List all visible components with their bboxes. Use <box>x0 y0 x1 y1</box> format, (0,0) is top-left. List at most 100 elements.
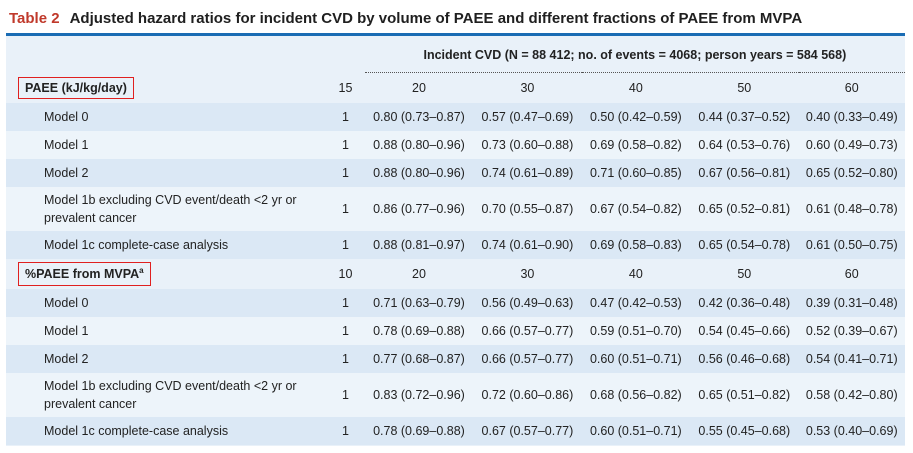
section-label: %PAEE from MVPAa <box>6 259 326 289</box>
table-row: Model 1c complete-case analysis 1 0.88 (0.… <box>6 231 905 259</box>
hazard-ratio-cell: 0.53 (0.40–0.69) <box>798 417 905 445</box>
hazard-ratio-cell: 0.58 (0.42–0.80) <box>798 373 905 417</box>
hazard-ratio-cell: 0.68 (0.56–0.82) <box>581 373 691 417</box>
table-caption: Table 2 Adjusted hazard ratios for incide… <box>9 6 904 32</box>
hazard-ratio-cell: 0.73 (0.60–0.88) <box>473 131 582 159</box>
hazard-ratio-table: Incident CVD (N = 88 412; no. of events … <box>6 38 905 445</box>
hazard-ratio-cell: 0.55 (0.45–0.68) <box>690 417 799 445</box>
hazard-ratio-cell: 0.86 (0.77–0.96) <box>364 187 474 231</box>
hazard-ratio-cell: 0.47 (0.42–0.53) <box>581 289 691 317</box>
reference-value: 1 <box>326 345 365 373</box>
level-header: 20 <box>412 267 426 281</box>
caption-rule <box>6 33 905 36</box>
hazard-ratio-cell: 0.65 (0.52–0.80) <box>798 159 905 187</box>
level-header: 30 <box>520 267 535 281</box>
section-header-row: %PAEE from MVPAa 10 20 30 40 50 60 <box>6 259 905 289</box>
hazard-ratio-cell: 0.65 (0.51–0.82) <box>690 373 799 417</box>
hazard-ratio-cell: 0.60 (0.51–0.71) <box>581 345 691 373</box>
section-label-text: PAEE (kJ/kg/day) <box>25 80 127 95</box>
reference-value: 1 <box>326 317 365 345</box>
hazard-ratio-cell: 0.40 (0.33–0.49) <box>798 103 905 131</box>
hazard-ratio-cell: 0.88 (0.80–0.96) <box>364 159 474 187</box>
hazard-ratio-cell: 0.57 (0.47–0.69) <box>473 103 582 131</box>
reference-level: 15 <box>338 80 353 95</box>
hazard-ratio-cell: 0.65 (0.54–0.78) <box>690 231 799 259</box>
hazard-ratio-cell: 0.44 (0.37–0.52) <box>690 103 799 131</box>
model-label: Model 0 <box>6 103 327 131</box>
level-header: 40 <box>628 81 643 95</box>
hazard-ratio-cell: 0.61 (0.50–0.75) <box>798 231 905 259</box>
hazard-ratio-cell: 0.61 (0.48–0.78) <box>798 187 905 231</box>
hazard-ratio-cell: 0.67 (0.54–0.82) <box>581 187 691 231</box>
level-header: 20 <box>412 81 426 95</box>
table-row: Model 1c complete-case analysis 1 0.78 (0.… <box>6 417 905 445</box>
hazard-ratio-cell: 0.74 (0.61–0.90) <box>473 231 582 259</box>
hazard-ratio-cell: 0.80 (0.73–0.87) <box>364 103 474 131</box>
level-header: 30 <box>520 81 535 95</box>
hazard-ratio-cell: 0.74 (0.61–0.89) <box>473 159 582 187</box>
hazard-ratio-cell: 0.71 (0.60–0.85) <box>581 159 691 187</box>
reference-value: 1 <box>326 289 365 317</box>
reference-value: 1 <box>326 103 365 131</box>
table-row: Model 0 1 0.71 (0.63–0.79) 0.56 (0.49–0.63)… <box>6 289 905 317</box>
reference-value: 1 <box>326 373 365 417</box>
section-label-text: %PAEE from MVPA <box>25 267 140 282</box>
model-label: Model 1b excluding CVD event/death <2 yr… <box>6 187 327 231</box>
hazard-ratio-cell: 0.59 (0.51–0.70) <box>581 317 691 345</box>
level-header: 40 <box>628 267 643 281</box>
section-header-row: PAEE (kJ/kg/day) 15 20 30 40 50 60 <box>6 73 905 104</box>
level-header: 50 <box>737 267 752 281</box>
hazard-ratio-cell: 0.78 (0.69–0.88) <box>364 317 474 345</box>
hazard-ratio-cell: 0.77 (0.68–0.87) <box>364 345 474 373</box>
hazard-ratio-cell: 0.83 (0.72–0.96) <box>364 373 474 417</box>
hazard-ratio-cell: 0.54 (0.41–0.71) <box>798 345 905 373</box>
hazard-ratio-cell: 0.67 (0.56–0.81) <box>690 159 799 187</box>
hazard-ratio-cell: 0.69 (0.58–0.82) <box>581 131 691 159</box>
hazard-ratio-cell: 0.64 (0.53–0.76) <box>690 131 799 159</box>
column-group-header: Incident CVD (N = 88 412; no. of events … <box>364 38 905 73</box>
hazard-ratio-cell: 0.42 (0.36–0.48) <box>690 289 799 317</box>
hazard-ratio-cell: 0.71 (0.63–0.79) <box>364 289 474 317</box>
model-label: Model 0 <box>6 289 327 317</box>
hazard-ratio-cell: 0.50 (0.42–0.59) <box>581 103 691 131</box>
table-row: Model 2 1 0.88 (0.80–0.96) 0.74 (0.61–0.89)… <box>6 159 905 187</box>
hazard-ratio-cell: 0.60 (0.51–0.71) <box>581 417 691 445</box>
model-label: Model 1 <box>6 131 327 159</box>
hazard-ratio-cell: 0.66 (0.57–0.77) <box>473 317 582 345</box>
hazard-ratio-cell: 0.88 (0.81–0.97) <box>364 231 474 259</box>
reference-value: 1 <box>326 131 365 159</box>
hazard-ratio-cell: 0.60 (0.49–0.73) <box>798 131 905 159</box>
hazard-ratio-cell: 0.39 (0.31–0.48) <box>798 289 905 317</box>
hazard-ratio-cell: 0.54 (0.45–0.66) <box>690 317 799 345</box>
reference-level: 10 <box>338 267 353 281</box>
model-label: Model 1b excluding CVD event/death <2 yr… <box>6 373 327 417</box>
hazard-ratio-cell: 0.78 (0.69–0.88) <box>364 417 474 445</box>
table-label: Table 2 <box>9 10 60 27</box>
table-title: Adjusted hazard ratios for incident CVD … <box>69 10 803 27</box>
table-row: Model 1b excluding CVD event/death <2 yr… <box>6 373 905 417</box>
hazard-ratio-cell: 0.69 (0.58–0.83) <box>581 231 691 259</box>
reference-value: 1 <box>326 417 365 445</box>
model-label: Model 1c complete-case analysis <box>6 417 327 445</box>
table-row: Model 0 1 0.80 (0.73–0.87) 0.57 (0.47–0.69)… <box>6 103 905 131</box>
model-label: Model 1c complete-case analysis <box>6 231 327 259</box>
reference-value: 1 <box>326 231 365 259</box>
model-label: Model 1 <box>6 317 327 345</box>
table-row: Model 2 1 0.77 (0.68–0.87) 0.66 (0.57–0.77)… <box>6 345 905 373</box>
model-label: Model 2 <box>6 159 327 187</box>
level-header: 60 <box>844 267 859 281</box>
model-label: Model 2 <box>6 345 327 373</box>
level-header: 50 <box>737 81 752 95</box>
table-row: Model 1 1 0.78 (0.69–0.88) 0.66 (0.57–0.77)… <box>6 317 905 345</box>
level-header: 60 <box>844 81 859 95</box>
section-label-highlight: PAEE (kJ/kg/day) <box>18 76 134 99</box>
table-row: Model 1 1 0.88 (0.80–0.96) 0.73 (0.60–0.88)… <box>6 131 905 159</box>
section-label: PAEE (kJ/kg/day) <box>6 73 326 104</box>
table-row: Model 1b excluding CVD event/death <2 yr… <box>6 187 905 231</box>
hazard-ratio-cell: 0.88 (0.80–0.96) <box>364 131 474 159</box>
table-header-row: Incident CVD (N = 88 412; no. of events … <box>6 38 905 73</box>
reference-value: 1 <box>326 187 365 231</box>
footnote-marker: a <box>139 266 144 276</box>
table-body: Incident CVD (N = 88 412; no. of events … <box>6 38 905 445</box>
